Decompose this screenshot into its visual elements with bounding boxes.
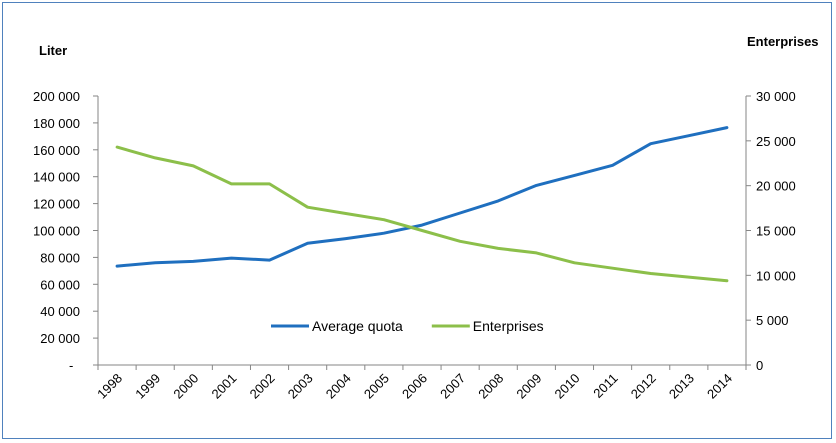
y-left-tick-label: 160 000	[33, 143, 80, 158]
y-left-tick-label: 80 000	[40, 250, 80, 265]
x-tick-label: 2001	[208, 371, 239, 402]
x-tick-label: 2009	[513, 371, 544, 402]
y-right-tick-label: 30 000	[756, 89, 796, 104]
y-right-tick-label: 25 000	[756, 134, 796, 149]
x-tick-label: 2006	[399, 371, 430, 402]
x-tick-label: 1998	[94, 371, 125, 402]
y-axis-right-title: Enterprises	[747, 34, 819, 49]
y-left-tick-label: 40 000	[40, 304, 80, 319]
legend-label-enterprises: Enterprises	[473, 318, 544, 334]
x-tick-label: 2003	[285, 371, 316, 402]
y-right-tick-label: 10 000	[756, 268, 796, 283]
y-right-tick-label: 15 000	[756, 224, 796, 239]
series-line-enterprises	[115, 145, 729, 283]
x-tick-label: 2007	[437, 371, 468, 402]
y-right-tick-label: 0	[756, 358, 763, 373]
y-right-tick-label: 5 000	[756, 313, 789, 328]
x-tick-label: 2008	[475, 371, 506, 402]
x-tick-label: 2013	[666, 371, 697, 402]
y-left-tick-label: 200 000	[33, 89, 80, 104]
x-tick-label: 2012	[628, 371, 659, 402]
series-line-average-quota	[115, 126, 729, 268]
x-tick-label: 2004	[323, 371, 354, 402]
x-tick-label: 2002	[247, 371, 278, 402]
y-left-tick-label: 60 000	[40, 277, 80, 292]
x-tick-label: 2005	[361, 371, 392, 402]
y-left-tick-label: 140 000	[33, 170, 80, 185]
x-tick-label: 2011	[590, 371, 620, 401]
legend-label-average-quota: Average quota	[312, 318, 403, 334]
y-right-tick-label: 20 000	[756, 179, 796, 194]
y-left-tick-label: -	[69, 358, 73, 373]
y-left-tick-label: 180 000	[33, 116, 80, 131]
legend: Average quota Enterprises	[271, 318, 544, 334]
line-chart: Liter Enterprises - 20 000 40 000 60 000 80 …	[33, 34, 819, 402]
y-left-tick-label: 120 000	[33, 197, 80, 212]
y-left-tick-label: 20 000	[40, 331, 80, 346]
x-tick-label: 2000	[170, 371, 201, 402]
x-tick-label: 2010	[552, 371, 583, 402]
y-axis-left-title: Liter	[39, 43, 67, 58]
chart-frame: Liter Enterprises - 20 000 40 000 60 000 80 …	[2, 2, 832, 439]
y-left-tick-label: 100 000	[33, 224, 80, 239]
x-tick-label: 2014	[704, 371, 735, 402]
x-tick-label: 1999	[132, 371, 163, 402]
